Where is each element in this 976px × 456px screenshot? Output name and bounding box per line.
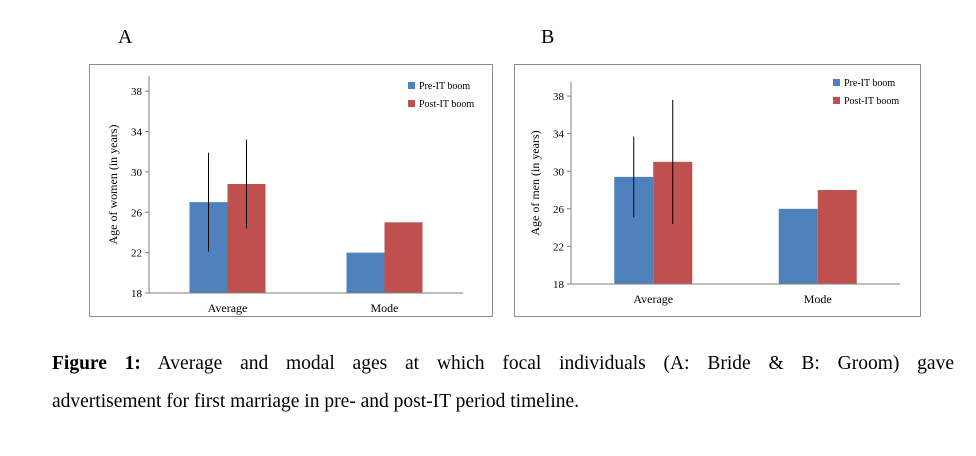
chart-b-legend-swatch <box>833 79 840 86</box>
chart-b-y-tick-label: 38 <box>553 91 565 103</box>
chart-a-y-tick-label: 34 <box>131 127 143 139</box>
chart-b-y-tick-label: 30 <box>553 166 565 178</box>
chart-a-y-tick-label: 26 <box>131 207 143 219</box>
chart-a-legend-label: Post-IT boom <box>419 99 474 110</box>
chart-b-y-tick-label: 34 <box>553 129 565 141</box>
chart-a-y-tick-label: 38 <box>131 86 143 98</box>
chart-b: 18 22 26 30 34 38 Average Mode Age of men (in ye… <box>528 78 900 306</box>
chart-a-legend-swatch <box>408 82 415 89</box>
chart-b-bar-pre-it-boom-mode <box>778 208 818 284</box>
chart-b-y-axis-label: Age of men (in years) <box>528 130 542 235</box>
chart-a-legend-label: Pre-IT boom <box>419 81 470 92</box>
chart-a-y-tick-label: 30 <box>131 167 143 179</box>
chart-a: 18 22 26 30 34 38 Average Mode Age of women (in … <box>106 76 474 315</box>
figure-caption: Figure 1: Average and modal ages at whic… <box>52 345 954 421</box>
chart-a-legend-swatch <box>408 100 415 107</box>
chart-b-y-tick-label: 22 <box>553 241 564 253</box>
chart-b-x-tick-label: Mode <box>804 292 832 306</box>
chart-a-bar-pre-it-boom-mode <box>346 252 385 293</box>
chart-b-x-tick-label: Average <box>633 292 673 306</box>
chart-a-y-tick-label: 18 <box>131 288 143 300</box>
panel-b-letter: B <box>541 26 555 48</box>
chart-a-frame: 18 22 26 30 34 38 Average Mode Age of women (in … <box>89 64 493 317</box>
caption-line-1: Average and modal ages at which focal in… <box>157 353 954 374</box>
chart-a-y-tick-label: 22 <box>131 248 142 260</box>
chart-b-legend-swatch <box>833 97 840 104</box>
caption-label: Figure 1: <box>52 353 141 374</box>
panel-a-letter: A <box>118 26 133 48</box>
chart-b-legend-label: Post-IT boom <box>844 96 899 107</box>
chart-a-bar-post-it-boom-mode <box>384 222 423 293</box>
chart-b-legend-label: Pre-IT boom <box>844 78 895 89</box>
chart-a-y-axis-label: Age of women (in years) <box>106 125 120 245</box>
chart-a-x-tick-label: Average <box>208 301 248 315</box>
chart-b-bar-post-it-boom-mode <box>817 190 857 284</box>
chart-b-frame: 18 22 26 30 34 38 Average Mode Age of men (in ye… <box>514 64 921 317</box>
chart-b-y-tick-label: 26 <box>553 204 565 216</box>
chart-b-y-tick-label: 18 <box>553 279 565 291</box>
chart-a-x-tick-label: Mode <box>371 301 399 315</box>
caption-line-2: advertisement for first marriage in pre-… <box>52 391 580 412</box>
